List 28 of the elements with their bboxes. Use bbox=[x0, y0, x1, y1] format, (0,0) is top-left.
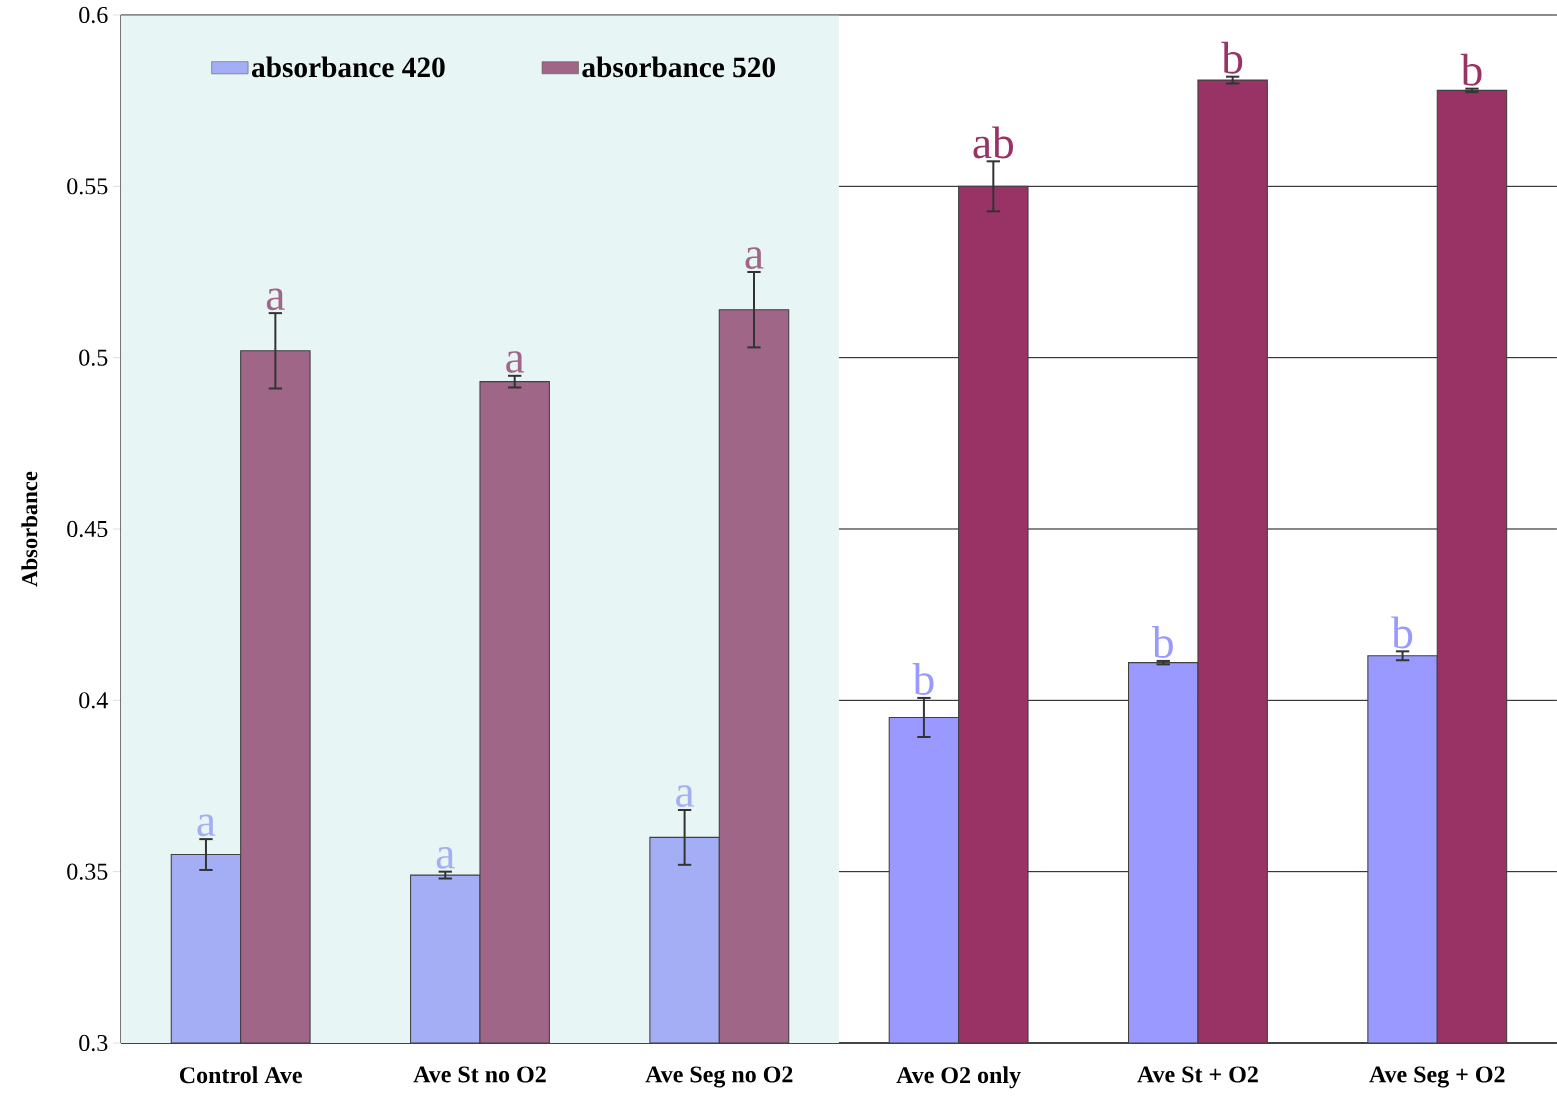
annotation: a bbox=[436, 847, 455, 869]
annotation: b bbox=[1151, 626, 1173, 658]
y-tick-label: 0.35 bbox=[67, 863, 108, 880]
annotation: b bbox=[912, 663, 934, 695]
annotation: a bbox=[197, 814, 216, 837]
y-tick-label: 0.5 bbox=[79, 349, 108, 366]
annotation: b bbox=[1221, 41, 1243, 74]
legend-label: absorbance 520 bbox=[582, 56, 775, 78]
legend-label: absorbance 420 bbox=[251, 56, 445, 78]
x-tick-label: Ave Seg + O2 bbox=[1369, 1066, 1505, 1088]
annotation: a bbox=[676, 785, 695, 808]
y-tick-label: 0.45 bbox=[67, 520, 108, 538]
annotation: a bbox=[506, 351, 525, 373]
annotation: a bbox=[745, 247, 764, 270]
annotation: b bbox=[1460, 53, 1482, 86]
x-tick-label: Ave St + O2 bbox=[1137, 1066, 1258, 1083]
annotation: ab bbox=[973, 126, 1013, 159]
annotation: b bbox=[1391, 616, 1413, 649]
x-tick-label: Ave Seg no O2 bbox=[645, 1066, 793, 1088]
x-tick-label: Ave O2 only bbox=[896, 1066, 1021, 1089]
y-axis-title: Absorbance bbox=[21, 471, 38, 587]
annotation: a bbox=[266, 288, 285, 311]
y-tick-label: 0.3 bbox=[79, 1034, 108, 1052]
y-tick-label: 0.55 bbox=[67, 178, 108, 195]
y-tick-label: 0.4 bbox=[79, 692, 108, 709]
x-tick-label: Control Ave bbox=[179, 1066, 302, 1084]
y-tick-label: 0.6 bbox=[79, 6, 108, 24]
x-tick-label: Ave St no O2 bbox=[413, 1066, 546, 1083]
